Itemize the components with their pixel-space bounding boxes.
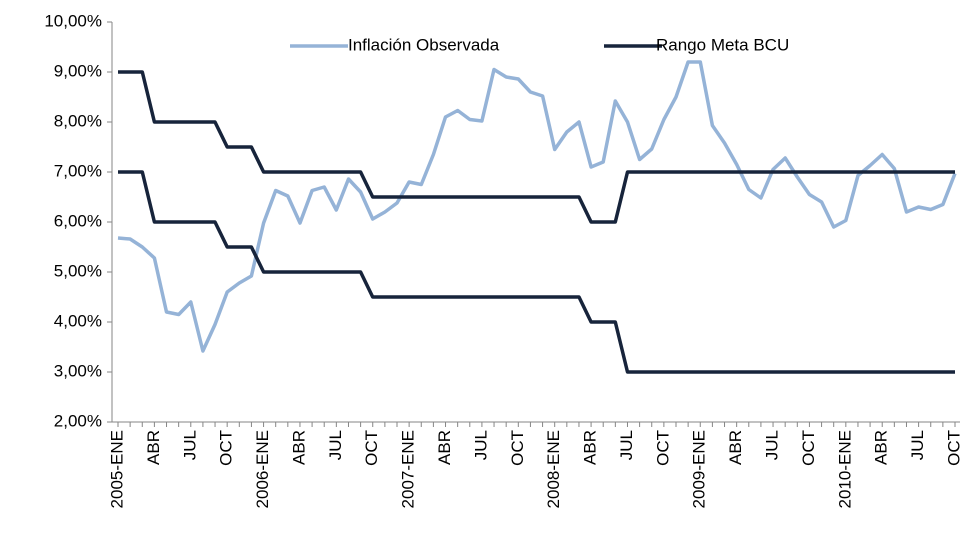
series-line: [118, 70, 955, 224]
x-tick-label: ABR: [872, 430, 891, 465]
x-tick-label: JUL: [180, 430, 199, 460]
x-tick-label: ABR: [289, 430, 308, 465]
x-tick-label: OCT: [362, 430, 381, 466]
legend-label: Inflación Observada: [348, 35, 500, 54]
x-tick-label: JUL: [617, 430, 636, 460]
x-tick-label: JUL: [763, 430, 782, 460]
x-tick-label: ABR: [581, 430, 600, 465]
x-tick-label: 2007-ENE: [399, 430, 418, 508]
x-tick-label: OCT: [944, 430, 960, 466]
legend-label: Rango Meta BCU: [656, 35, 789, 54]
x-tick-label: OCT: [508, 430, 527, 466]
y-tick-label: 5,00%: [54, 261, 102, 280]
x-tick-label: JUL: [326, 430, 345, 460]
y-tick-label: 9,00%: [54, 61, 102, 80]
x-tick-label: ABR: [435, 430, 454, 465]
x-tick-label: 2006-ENE: [253, 430, 272, 508]
y-tick-label: 7,00%: [54, 161, 102, 180]
x-tick-label: 2008-ENE: [544, 430, 563, 508]
x-tick-label: 2010-ENE: [835, 430, 854, 508]
x-tick-label: 2005-ENE: [107, 430, 126, 508]
y-tick-label: 8,00%: [54, 111, 102, 130]
y-tick-label: 10,00%: [44, 11, 102, 30]
y-tick-label: 3,00%: [54, 361, 102, 380]
x-tick-label: ABR: [726, 430, 745, 465]
x-tick-label: ABR: [144, 430, 163, 465]
x-tick-label: JUL: [908, 430, 927, 460]
x-tick-label: OCT: [653, 430, 672, 466]
series-line: [118, 170, 955, 374]
x-tick-label: JUL: [471, 430, 490, 460]
x-tick-label: 2009-ENE: [690, 430, 709, 508]
x-tick-label: OCT: [217, 430, 236, 466]
x-tick-label: OCT: [799, 430, 818, 466]
series-line: [117, 60, 957, 353]
y-tick-label: 4,00%: [54, 311, 102, 330]
y-tick-label: 2,00%: [54, 411, 102, 430]
y-tick-label: 6,00%: [54, 211, 102, 230]
